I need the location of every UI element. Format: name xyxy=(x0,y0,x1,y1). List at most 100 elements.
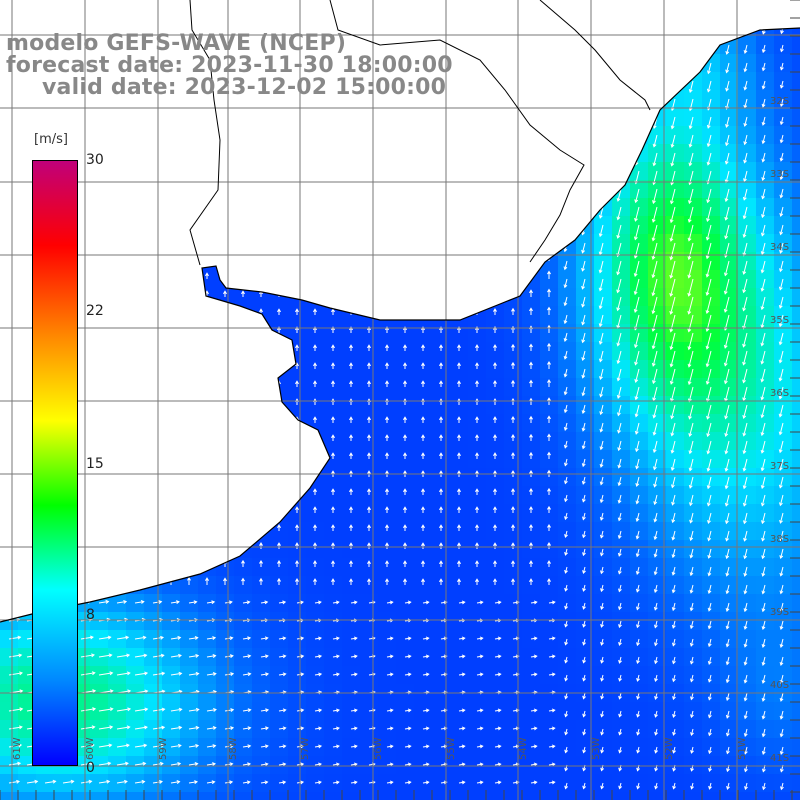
wind-arrow xyxy=(600,80,604,89)
wind-arrow-head xyxy=(457,308,461,313)
wind-arrow xyxy=(617,368,622,381)
wind-arrow-head xyxy=(97,236,101,241)
wind-cell xyxy=(36,792,54,800)
wind-arrow-head xyxy=(331,524,335,529)
wind-arrow-head xyxy=(635,571,640,575)
wind-arrow-head xyxy=(457,290,461,295)
wind-arrow xyxy=(635,386,640,400)
wind-cell xyxy=(540,162,558,180)
wind-arrow-head xyxy=(761,520,765,525)
wind-arrow xyxy=(242,601,250,604)
wind-cell xyxy=(144,522,162,540)
wind-cell xyxy=(126,0,144,18)
wind-arrow-head xyxy=(133,452,137,457)
wind-arrow xyxy=(582,62,586,70)
wind-arrow xyxy=(332,601,339,604)
wind-arrow xyxy=(724,350,730,366)
wind-arrow-head xyxy=(7,272,11,277)
wind-arrow-head xyxy=(97,21,100,24)
wind-arrow-head xyxy=(723,380,728,385)
wind-cell xyxy=(270,414,288,432)
wind-arrow xyxy=(581,278,586,289)
wind-arrow-head xyxy=(636,13,639,16)
wind-cell xyxy=(198,792,216,800)
wind-cell xyxy=(360,126,378,144)
wind-arrow-head xyxy=(295,488,299,493)
wind-cell xyxy=(702,792,720,800)
wind-arrow-head xyxy=(79,540,83,545)
wind-arrow-head xyxy=(295,326,299,331)
wind-arrow xyxy=(565,584,568,591)
wind-arrow-head xyxy=(599,30,604,35)
wind-arrow-head xyxy=(421,236,425,241)
wind-arrow-head xyxy=(475,308,479,312)
wind-arrow xyxy=(671,80,676,93)
wind-arrow-head xyxy=(421,254,425,259)
wind-cell xyxy=(180,0,198,18)
wind-arrow-head xyxy=(779,84,784,89)
wind-arrow xyxy=(779,476,784,488)
wind-arrow xyxy=(654,584,658,593)
wind-cell xyxy=(108,414,126,432)
wind-arrow-head xyxy=(277,272,281,277)
wind-arrow-head xyxy=(617,482,622,487)
wind-arrow-head xyxy=(282,600,287,605)
wind-cell xyxy=(288,0,306,18)
wind-arrow-head xyxy=(689,51,693,56)
wind-arrow-head xyxy=(564,48,568,53)
wind-cell xyxy=(792,720,800,738)
wind-cell xyxy=(252,396,270,414)
wind-arrow-head xyxy=(581,103,586,108)
wind-cell xyxy=(612,36,630,54)
wind-arrow-head xyxy=(331,272,335,277)
wind-arrow-head xyxy=(670,88,675,93)
wind-arrow-head xyxy=(689,537,694,542)
wind-cell xyxy=(252,144,270,162)
wind-arrow-head xyxy=(25,92,29,97)
wind-cell xyxy=(234,144,252,162)
wind-arrow-head xyxy=(331,578,335,582)
wind-arrow xyxy=(761,404,766,418)
wind-arrow xyxy=(707,440,712,454)
wind-arrow-head xyxy=(779,572,784,577)
wind-arrow-head xyxy=(169,452,173,457)
wind-cell xyxy=(792,702,800,720)
wind-arrow-head xyxy=(367,308,371,313)
wind-cell xyxy=(792,792,800,800)
wind-arrow-head xyxy=(457,146,461,151)
wind-arrow-head xyxy=(601,12,604,15)
wind-arrow-head xyxy=(651,310,656,315)
wind-cell xyxy=(594,792,612,800)
wind-arrow-head xyxy=(79,575,83,580)
wind-arrow-head xyxy=(25,236,29,241)
wind-cell xyxy=(288,792,306,800)
wind-arrow-head xyxy=(79,128,83,133)
wind-arrow-head xyxy=(277,470,281,475)
wind-arrow-head xyxy=(493,488,497,493)
wind-arrow xyxy=(652,350,658,367)
wind-cell xyxy=(126,270,144,288)
wind-cell xyxy=(216,432,234,450)
wind-arrow xyxy=(780,530,784,541)
wind-cell xyxy=(324,126,342,144)
wind-cell xyxy=(792,216,800,234)
wind-arrow xyxy=(688,278,694,296)
wind-arrow xyxy=(670,350,676,367)
wind-arrow-head xyxy=(670,449,675,454)
wind-arrow-head xyxy=(705,291,710,296)
wind-arrow xyxy=(688,206,694,223)
wind-arrow-head xyxy=(547,433,551,438)
wind-arrow xyxy=(564,260,568,270)
wind-arrow-head xyxy=(529,578,533,582)
wind-arrow-head xyxy=(187,559,191,564)
wind-arrow-head xyxy=(457,3,460,6)
wind-cell xyxy=(378,234,396,252)
wind-arrow-head xyxy=(403,434,407,439)
wind-arrow xyxy=(634,296,640,313)
wind-arrow-head xyxy=(79,452,83,457)
wind-cell xyxy=(162,450,180,468)
wind-arrow-head xyxy=(367,236,371,241)
wind-arrow-head xyxy=(779,555,784,560)
wind-arrow-head xyxy=(511,488,515,492)
wind-arrow xyxy=(582,584,586,592)
